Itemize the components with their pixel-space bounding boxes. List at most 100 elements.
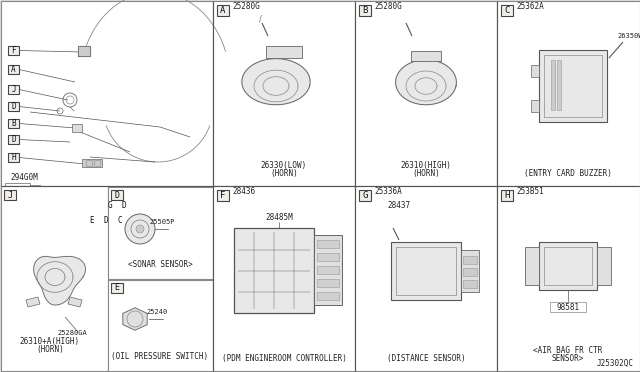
Bar — [266, 46, 302, 58]
Text: H: H — [504, 191, 509, 200]
Bar — [82, 159, 102, 167]
Bar — [5, 183, 30, 197]
Text: 25280G: 25280G — [232, 2, 260, 11]
Text: B: B — [11, 119, 16, 128]
Text: 25336A: 25336A — [374, 187, 402, 196]
Bar — [8, 119, 19, 128]
Bar — [539, 242, 597, 290]
Bar — [391, 242, 461, 300]
Bar — [531, 100, 539, 112]
Bar — [8, 135, 19, 144]
Bar — [213, 186, 355, 371]
Text: E: E — [115, 283, 120, 292]
Bar — [597, 247, 611, 285]
Text: (DISTANCE SENSOR): (DISTANCE SENSOR) — [387, 354, 465, 363]
Bar — [497, 186, 640, 371]
Text: 28437: 28437 — [387, 201, 411, 210]
Text: 25280GA: 25280GA — [57, 330, 87, 336]
Bar — [463, 268, 477, 276]
Bar — [497, 1, 640, 186]
Text: 26350W: 26350W — [617, 33, 640, 39]
Text: H: H — [11, 153, 16, 162]
Text: 294G0M: 294G0M — [10, 173, 38, 182]
Text: D: D — [11, 135, 16, 144]
Bar — [114, 216, 125, 225]
Bar — [217, 5, 229, 16]
Bar — [463, 280, 477, 288]
Bar — [1, 1, 213, 186]
Polygon shape — [26, 297, 40, 307]
Text: J: J — [11, 85, 16, 94]
Bar — [355, 1, 497, 186]
Bar — [531, 65, 539, 77]
Bar — [557, 60, 561, 110]
Text: F: F — [11, 46, 16, 55]
Text: (ENTRY CARD BUZZER): (ENTRY CARD BUZZER) — [524, 169, 612, 178]
Bar — [359, 190, 371, 201]
Bar — [104, 201, 115, 210]
Circle shape — [125, 214, 155, 244]
Text: (HORN): (HORN) — [412, 169, 440, 178]
Bar — [111, 190, 123, 200]
Text: 28436: 28436 — [232, 187, 255, 196]
Text: (HORN): (HORN) — [270, 169, 298, 178]
Bar — [8, 153, 19, 162]
Text: (HORN): (HORN) — [36, 345, 64, 354]
Bar — [396, 247, 456, 295]
Text: 26330(LOW): 26330(LOW) — [261, 161, 307, 170]
Bar — [86, 216, 97, 225]
Bar — [108, 280, 213, 371]
Text: (PDM ENGINEROOM CONTROLLER): (PDM ENGINEROOM CONTROLLER) — [221, 354, 346, 363]
Bar — [234, 228, 314, 313]
Bar — [108, 187, 213, 279]
Bar — [544, 247, 592, 285]
Bar — [94, 160, 100, 166]
Bar — [317, 279, 339, 287]
Text: 25362A: 25362A — [516, 2, 544, 11]
Text: G: G — [362, 191, 368, 200]
Text: C: C — [504, 6, 509, 15]
Text: E: E — [89, 216, 94, 225]
Bar — [359, 5, 371, 16]
Bar — [317, 266, 339, 274]
Text: D: D — [103, 216, 108, 225]
Bar — [550, 302, 586, 312]
Text: 25505P: 25505P — [149, 219, 175, 225]
Text: <SONAR SENSOR>: <SONAR SENSOR> — [127, 260, 193, 269]
Text: <AIR BAG FR CTR: <AIR BAG FR CTR — [533, 346, 603, 355]
Polygon shape — [123, 308, 147, 330]
Text: SENSOR>: SENSOR> — [552, 354, 584, 363]
Text: D: D — [115, 190, 120, 199]
Bar — [544, 55, 602, 117]
Text: 253B51: 253B51 — [516, 187, 544, 196]
Text: J: J — [8, 190, 13, 199]
Bar — [525, 247, 539, 285]
Text: D: D — [121, 201, 126, 210]
Bar — [463, 256, 477, 264]
Bar — [317, 292, 339, 300]
Polygon shape — [242, 59, 310, 105]
Bar — [317, 240, 339, 248]
Text: J25302QC: J25302QC — [597, 359, 634, 368]
Text: 28485M: 28485M — [265, 213, 293, 222]
Text: G: G — [107, 201, 112, 210]
Bar — [30, 185, 40, 195]
Polygon shape — [34, 256, 86, 305]
Text: 98581: 98581 — [556, 302, 580, 311]
Bar — [1, 186, 108, 371]
Bar — [8, 46, 19, 55]
Bar — [317, 253, 339, 261]
Text: F: F — [220, 191, 226, 200]
Bar — [461, 250, 479, 292]
Bar — [118, 201, 129, 210]
Bar — [217, 190, 229, 201]
Bar — [86, 160, 92, 166]
Bar — [111, 283, 123, 293]
Bar — [8, 65, 19, 74]
Text: C: C — [117, 216, 122, 225]
Text: 25280G: 25280G — [374, 2, 402, 11]
Bar — [4, 190, 16, 200]
Polygon shape — [396, 60, 456, 105]
Text: A: A — [220, 6, 226, 15]
Bar — [551, 60, 555, 110]
